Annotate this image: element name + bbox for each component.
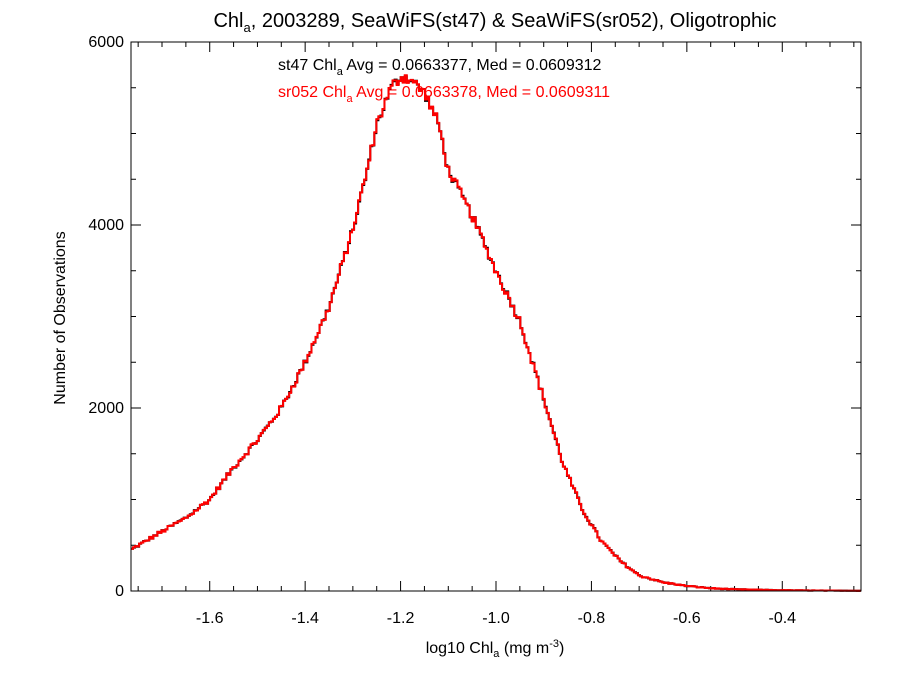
annotation-sr052-main: sr052 Chl (278, 84, 346, 101)
x-tick-label: -1.0 (482, 610, 510, 627)
histogram-st47 (131, 75, 861, 592)
tick-labels: -1.6 -1.4 -1.2 -1.0 -0.8 -0.6 -0.4 0 2000 4000 600… (88, 34, 796, 627)
x-tick-label: -0.8 (578, 610, 606, 627)
x-axis-label: log10 Chla (mg m-3) (426, 638, 565, 660)
x-axis-label-subscript: a (493, 648, 500, 660)
y-tick-label: 4000 (88, 217, 124, 234)
annotation-sr052-subscript: a (346, 93, 353, 105)
axis-ticks (131, 41, 861, 592)
annotation-st47-subscript: a (337, 66, 344, 78)
x-axis-label-close: ) (559, 640, 564, 657)
x-tick-label: -1.2 (387, 610, 415, 627)
histogram-series (131, 74, 861, 592)
chart-title-main: Chl (213, 10, 243, 32)
y-tick-label: 2000 (88, 400, 124, 417)
annotation-st47-rest: Avg = 0.0663377, Med = 0.0609312 (343, 57, 602, 74)
x-tick-label: -0.4 (768, 610, 796, 627)
x-tick-label: -0.6 (673, 610, 701, 627)
y-axis-label: Number of Observations (52, 231, 69, 404)
annotation-sr052-rest: Avg = 0.0663378, Med = 0.0609311 (353, 84, 611, 101)
plot-frame (130, 41, 862, 592)
x-axis-label-units: (mg m (499, 640, 549, 657)
y-tick-label: 6000 (88, 34, 124, 51)
chart-title-subscript: a (244, 20, 252, 35)
x-tick-label: -1.4 (291, 610, 319, 627)
chart-title-rest: , 2003289, SeaWiFS(st47) & SeaWiFS(sr052… (251, 10, 777, 32)
y-tick-label: 0 (115, 583, 124, 600)
annotation-st47-main: st47 Chl (278, 57, 337, 74)
x-axis-label-superscript: -3 (549, 638, 559, 650)
annotation-st47: st47 Chla Avg = 0.0663377, Med = 0.06093… (278, 57, 602, 78)
annotation-sr052: sr052 Chla Avg = 0.0663378, Med = 0.0609… (278, 84, 610, 105)
x-tick-label: -1.6 (196, 610, 224, 627)
x-axis-label-main: log10 Chl (426, 640, 494, 657)
histogram-sr052 (131, 74, 861, 592)
chart-title: Chla, 2003289, SeaWiFS(st47) & SeaWiFS(s… (213, 10, 776, 35)
